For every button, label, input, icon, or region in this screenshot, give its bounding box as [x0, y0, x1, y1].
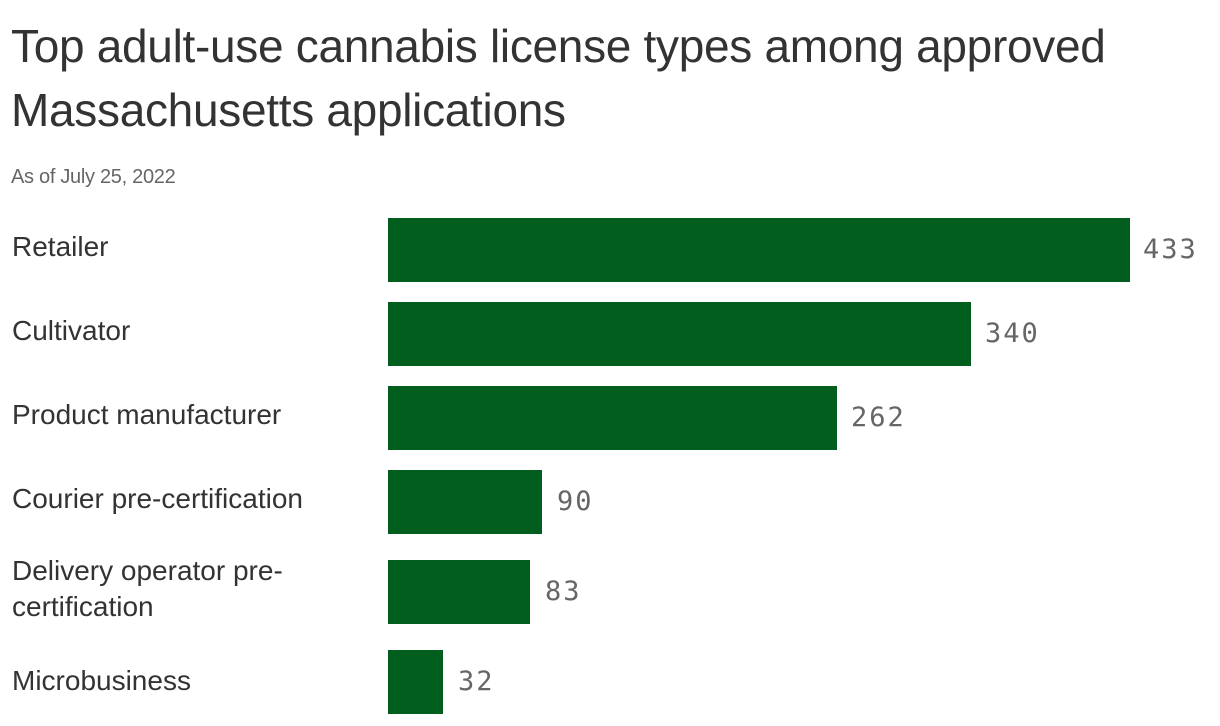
category-label: Cultivator	[12, 315, 131, 346]
category-label: Retailer	[12, 231, 109, 262]
bar	[388, 560, 530, 624]
category-label: Courier pre-certification	[12, 483, 303, 514]
value-label: 83	[545, 576, 582, 607]
chart-title: Top adult-use cannabis license types amo…	[11, 20, 1106, 136]
chart-subtitle: As of July 25, 2022	[11, 166, 176, 188]
category-label: Product manufacturer	[12, 399, 282, 430]
bar	[388, 386, 837, 450]
value-label: 340	[985, 318, 1040, 349]
value-label: 32	[458, 666, 495, 697]
bar	[388, 470, 542, 534]
bar	[388, 218, 1130, 282]
value-label: 262	[851, 402, 906, 433]
value-label: 433	[1143, 234, 1198, 265]
value-label: 90	[557, 486, 594, 517]
bar	[388, 302, 971, 366]
category-label: Microbusiness	[12, 665, 191, 696]
category-label: Delivery operator pre-certification	[12, 555, 283, 622]
bar	[388, 650, 443, 714]
